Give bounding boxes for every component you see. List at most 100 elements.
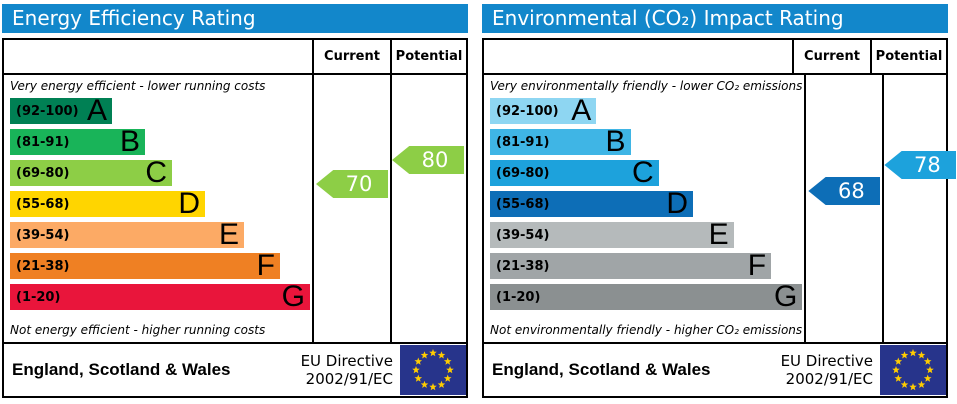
band-bar-b: (81-91) B — [490, 127, 631, 157]
eu-flag-star — [443, 374, 452, 382]
eu-flag-star — [420, 380, 429, 388]
eu-flag-star — [429, 383, 437, 391]
table-header: Current Potential — [484, 40, 946, 75]
band-range: (21-38) — [496, 258, 550, 274]
potential-column: 78 — [882, 75, 957, 342]
band-bar-g: (1-20) G — [490, 280, 803, 313]
current-column-header: Current — [312, 40, 390, 73]
band-row-g: (1-20) G — [490, 280, 803, 313]
environmental-impact-panel: Environmental (CO₂) Impact Rating Curren… — [482, 4, 957, 398]
eu-flag-star — [412, 366, 420, 374]
band-bar-g: (1-20) G — [10, 280, 310, 313]
top-note: Very environmentally friendly - lower CO… — [490, 79, 803, 93]
band-row-c: (69-80) C — [10, 156, 310, 189]
current-column: 70 — [312, 75, 390, 342]
band-letter: A — [86, 94, 107, 127]
band-bar-c: (69-80) C — [490, 156, 659, 189]
eu-flag-star — [443, 357, 452, 365]
eu-flag-star — [926, 366, 934, 374]
band-row-g: (1-20) G — [10, 280, 310, 313]
eu-flag-star — [414, 374, 423, 382]
current-column-header: Current — [792, 40, 870, 73]
band-bar-c: (69-80) C — [10, 156, 172, 189]
band-bar-a: (92-100) A — [10, 94, 112, 127]
band-range: (69-80) — [16, 165, 70, 181]
band-range: (55-68) — [496, 196, 550, 212]
band-range: (92-100) — [16, 103, 79, 119]
table-footer: England, Scotland & Wales EU Directive 2… — [484, 342, 946, 396]
band-letter: C — [145, 156, 167, 189]
eu-flag-star — [909, 349, 917, 357]
band-range: (1-20) — [496, 289, 541, 305]
eu-flag-star — [892, 366, 900, 374]
eu-flag-star — [420, 351, 429, 359]
band-row-f: (21-38) F — [10, 249, 310, 282]
eu-flag-star — [923, 357, 932, 365]
band-row-b: (81-91) B — [490, 127, 802, 157]
band-letter: E — [218, 218, 239, 251]
band-row-e: (39-54) E — [490, 218, 802, 251]
band-range: (39-54) — [496, 227, 550, 243]
eu-flag-star — [446, 366, 454, 374]
band-bar-d: (55-68) D — [10, 187, 205, 220]
band-bar-f: (21-38) F — [10, 249, 280, 282]
current-rating-arrow: 70 — [316, 170, 388, 198]
bands-area: Very energy efficient - lower running co… — [4, 75, 312, 342]
table-footer: England, Scotland & Wales EU Directive 2… — [4, 342, 466, 396]
band-range: (81-91) — [496, 134, 550, 150]
rating-table: Current Potential Very environmentally f… — [482, 38, 957, 398]
band-range: (69-80) — [496, 165, 550, 181]
band-row-a: (92-100) A — [10, 94, 310, 127]
header-spacer — [484, 40, 792, 73]
eu-flag-star — [429, 349, 437, 357]
band-row-f: (21-38) F — [490, 251, 802, 281]
band-letter: G — [774, 280, 798, 313]
band-letter: A — [571, 94, 592, 127]
band-range: (92-100) — [496, 103, 559, 119]
band-letter: D — [666, 187, 689, 220]
current-rating-arrow: 68 — [808, 177, 881, 205]
band-letter: C — [632, 156, 654, 189]
band-range: (39-54) — [16, 227, 70, 243]
rating-bands: (92-100) A (81-91) B (69-80) C (55-68) D (39-54)… — [490, 94, 803, 313]
current-column: 68 — [804, 75, 882, 342]
band-row-b: (81-91) B — [10, 127, 310, 157]
band-bar-f: (21-38) F — [490, 251, 772, 281]
band-bar-e: (39-54) E — [10, 218, 244, 251]
eu-flag-icon — [400, 345, 466, 395]
band-letter: G — [281, 280, 305, 313]
band-letter: F — [256, 249, 275, 282]
potential-rating-arrow: 78 — [884, 151, 957, 179]
chart-body: Very energy efficient - lower running co… — [4, 75, 466, 342]
band-row-c: (69-80) C — [490, 156, 802, 189]
eu-flag-icon — [880, 345, 946, 395]
potential-column-header: Potential — [390, 40, 466, 73]
table-header: Current Potential — [4, 40, 466, 75]
eu-flag-star — [894, 374, 903, 382]
band-letter: E — [708, 218, 729, 251]
rating-bands: (92-100) A (81-91) B (69-80) C (55-68) D (39-54)… — [10, 94, 310, 313]
eu-directive-line2: 2002/91/EC — [785, 370, 873, 388]
eu-flag-star — [437, 380, 446, 388]
region-label: England, Scotland & Wales — [12, 360, 231, 379]
band-bar-e: (39-54) E — [490, 218, 734, 251]
eu-flag-star — [900, 351, 909, 359]
band-range: (55-68) — [16, 196, 70, 212]
eu-flag-star — [900, 380, 909, 388]
top-note: Very energy efficient - lower running co… — [10, 79, 266, 93]
band-row-a: (92-100) A — [490, 94, 802, 127]
band-row-e: (39-54) E — [10, 218, 310, 251]
eu-directive-label: EU Directive 2002/91/EC — [781, 352, 873, 388]
band-letter: D — [178, 187, 200, 220]
bands-area: Very environmentally friendly - lower CO… — [484, 75, 804, 342]
potential-column-header: Potential — [870, 40, 946, 73]
bottom-note: Not environmentally friendly - higher CO… — [490, 323, 803, 337]
panel-title: Environmental (CO₂) Impact Rating — [482, 4, 948, 33]
eu-flag-star — [923, 374, 932, 382]
eu-flag-star — [917, 380, 926, 388]
eu-directive-line1: EU Directive — [300, 352, 393, 370]
bottom-note: Not energy efficient - higher running co… — [10, 323, 266, 337]
potential-rating-arrow: 80 — [392, 146, 464, 174]
eu-flag-star — [917, 351, 926, 359]
